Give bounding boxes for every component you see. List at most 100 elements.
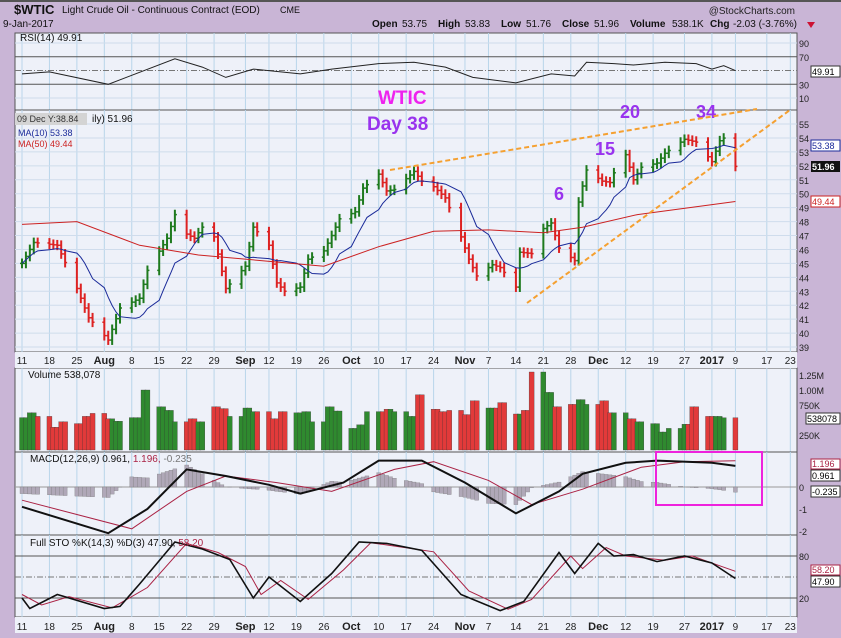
macd-histogram-bar [635, 480, 640, 488]
x-tick-label: 14 [510, 356, 522, 367]
volume-label: Volume [630, 19, 666, 30]
price-tick-label: 39 [799, 343, 809, 353]
x-tick-label: 26 [318, 356, 330, 367]
x-tick-label: Oct [342, 355, 361, 367]
sto-k-line [21, 541, 736, 612]
macd-signal-line [21, 460, 736, 530]
macd-histogram-bar [474, 486, 479, 501]
volume-bar [336, 410, 343, 451]
x-tick-label: Dec [588, 621, 608, 633]
macd-histogram-bar [196, 471, 201, 488]
sto-legend: Full STO %K(14,3) %D(3) 47.90, 58.20 [30, 538, 204, 549]
volume-bar [281, 411, 288, 451]
x-tick-label: 2017 [700, 621, 724, 633]
macd-histogram-bar [639, 481, 644, 488]
x-tick-label: 15 [154, 356, 166, 367]
macd-histogram-bar [658, 482, 664, 488]
macd-histogram-bar [384, 475, 389, 488]
annotation-count-20: 20 [620, 102, 640, 122]
macd-histogram-bar [392, 478, 397, 488]
open-value: 53.75 [402, 19, 427, 30]
macd-histogram-bar [717, 486, 722, 490]
x-tick-label: 22 [181, 356, 193, 367]
macd-histogram-bar [129, 476, 134, 488]
x-tick-label: 8 [129, 356, 135, 367]
price-tick-label: 46 [799, 245, 809, 255]
rsi-tick-label: 30 [799, 80, 809, 90]
macd-histogram-bar [239, 486, 244, 489]
x-axis-band [15, 617, 797, 633]
sto-d-tag: 58.20 [812, 565, 835, 575]
macd-histogram-bar [713, 486, 718, 490]
x-tick-label: 23 [785, 356, 797, 367]
macd-histogram-bar [215, 482, 221, 488]
macd-histogram-bar [666, 484, 671, 488]
macd-histogram-bar [694, 486, 699, 488]
macd-histogram-bar [27, 486, 32, 495]
volume-legend: Volume 538,078 [28, 370, 101, 381]
volume-bar [732, 417, 739, 451]
macd-histogram-bar [113, 486, 119, 491]
high-label: High [438, 19, 460, 30]
macd-histogram-bar [662, 483, 668, 488]
x-tick-label: 10 [373, 622, 385, 633]
macd-histogram-bar [55, 486, 60, 496]
macd-histogram-bar [78, 486, 83, 497]
macd-histogram-bar [623, 476, 628, 488]
exchange: CME [280, 5, 300, 15]
macd-histogram-bar [466, 486, 472, 499]
price-tick-label: 50 [799, 190, 809, 200]
macd-histogram-bar [19, 486, 25, 494]
macd-histogram-bar [721, 486, 726, 491]
price-tick-label: 51 [799, 176, 809, 186]
volume-bar [528, 371, 535, 451]
chart-date: 9-Jan-2017 [3, 19, 54, 30]
macd-histogram-bar [556, 481, 562, 488]
rsi-tick-label: 90 [799, 39, 809, 49]
price-tick-label: 54 [799, 134, 809, 144]
rsi-tag: 49.91 [812, 67, 835, 77]
x-tick-label: 21 [538, 622, 550, 633]
sto-tick-label: 20 [799, 594, 809, 604]
x-tick-label: 24 [428, 356, 440, 367]
x-tick-label: 11 [17, 356, 28, 367]
macd-histogram-bar [458, 486, 464, 497]
macd-highlight-box [655, 451, 763, 506]
x-tick-label: 26 [318, 622, 330, 633]
x-tick-label: 28 [565, 356, 577, 367]
macd-histogram-bar [243, 486, 248, 489]
close-tag: 51.96 [812, 162, 835, 172]
macd-histogram-bar [596, 473, 601, 488]
x-tick-label: 11 [17, 622, 28, 633]
macd-histogram-bar [541, 485, 546, 488]
macd-histogram-bar [192, 469, 197, 488]
macd-histogram-bar [106, 486, 111, 498]
down-triangle-icon [807, 22, 815, 28]
volume-bar [309, 421, 315, 451]
x-tick-label: 19 [291, 356, 303, 367]
volume-bar [474, 400, 480, 451]
macd-histogram-bar [443, 486, 448, 495]
macd-tag: 0.961 [812, 471, 835, 481]
macd-histogram-bar [380, 473, 385, 488]
x-tick-label: 19 [291, 622, 303, 633]
price-tick-label: 48 [799, 218, 809, 228]
macd-histogram-bar [364, 475, 370, 488]
macd-histogram-bar [172, 468, 178, 488]
x-tick-label: 10 [373, 356, 385, 367]
x-tick-label: 25 [71, 622, 83, 633]
x-tick-label: 19 [648, 356, 660, 367]
macd-histogram-bar [255, 486, 260, 490]
annotation-count-6: 6 [554, 184, 564, 204]
volume-bar [583, 404, 590, 451]
x-tick-label: 17 [761, 622, 773, 633]
x-tick-label: Nov [455, 621, 477, 633]
x-tick-label: 15 [154, 622, 166, 633]
macd-histogram-bar [627, 477, 632, 488]
macd-hist-tag: -0.235 [812, 487, 838, 497]
macd-histogram-bar [415, 482, 421, 488]
macd-histogram-bar [59, 486, 64, 496]
macd-histogram-bar [462, 486, 468, 498]
instrument-name: Light Crude Oil - Continuous Contract (E… [62, 5, 260, 16]
